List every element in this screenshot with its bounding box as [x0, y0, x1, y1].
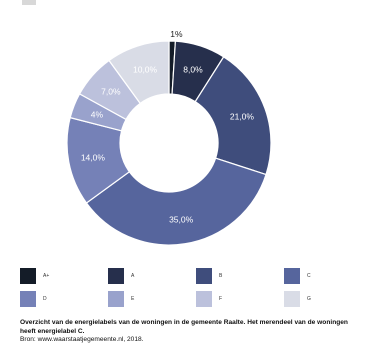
label-G: 10,0%: [133, 64, 158, 74]
label-D: 14,0%: [81, 153, 106, 163]
chart-legend: A+ A B C D E F G: [20, 268, 360, 307]
legend-item-A+: A+: [20, 268, 108, 284]
legend-label-A: A: [131, 273, 135, 279]
legend-item-E: E: [108, 291, 196, 307]
legend-swatch-B: [196, 268, 212, 284]
label-B: 21,0%: [230, 112, 255, 122]
legend-label-B: B: [219, 273, 223, 279]
corner-mark: [22, 0, 36, 5]
legend-swatch-G: [284, 291, 300, 307]
legend-swatch-C: [284, 268, 300, 284]
legend-item-F: F: [196, 291, 284, 307]
chart-source: Bron: www.waarstaatjegemeente.nl, 2018.: [20, 336, 144, 344]
legend-swatch-A+: [20, 268, 36, 284]
legend-swatch-A: [108, 268, 124, 284]
donut-slices: [66, 40, 272, 246]
legend-label-G: G: [307, 296, 311, 302]
legend-label-D: D: [43, 296, 47, 302]
label-A: 8,0%: [183, 64, 203, 74]
legend-label-A+: A+: [43, 273, 50, 279]
label-C: 35,0%: [169, 215, 194, 225]
legend-item-C: C: [284, 268, 371, 284]
legend-label-C: C: [307, 273, 311, 279]
slice-G: [108, 40, 170, 105]
donut-labels: 1% 8,0% 21,0% 35,0% 14,0% 4% 7,0% 10,0%: [81, 29, 255, 224]
label-A+: 1%: [170, 29, 183, 39]
chart-title: Overzicht van de energielabels van de wo…: [20, 319, 348, 335]
legend-item-A: A: [108, 268, 196, 284]
legend-item-D: D: [20, 291, 108, 307]
legend-item-B: B: [196, 268, 284, 284]
slice-C: [85, 157, 267, 246]
label-E: 4%: [91, 109, 104, 119]
legend-swatch-E: [108, 291, 124, 307]
chart-caption: Overzicht van de energielabels van de wo…: [20, 319, 365, 345]
legend-swatch-D: [20, 291, 36, 307]
legend-swatch-F: [196, 291, 212, 307]
label-F: 7,0%: [101, 87, 121, 97]
legend-label-E: E: [131, 296, 135, 302]
legend-label-F: F: [219, 296, 223, 302]
legend-item-G: G: [284, 291, 371, 307]
